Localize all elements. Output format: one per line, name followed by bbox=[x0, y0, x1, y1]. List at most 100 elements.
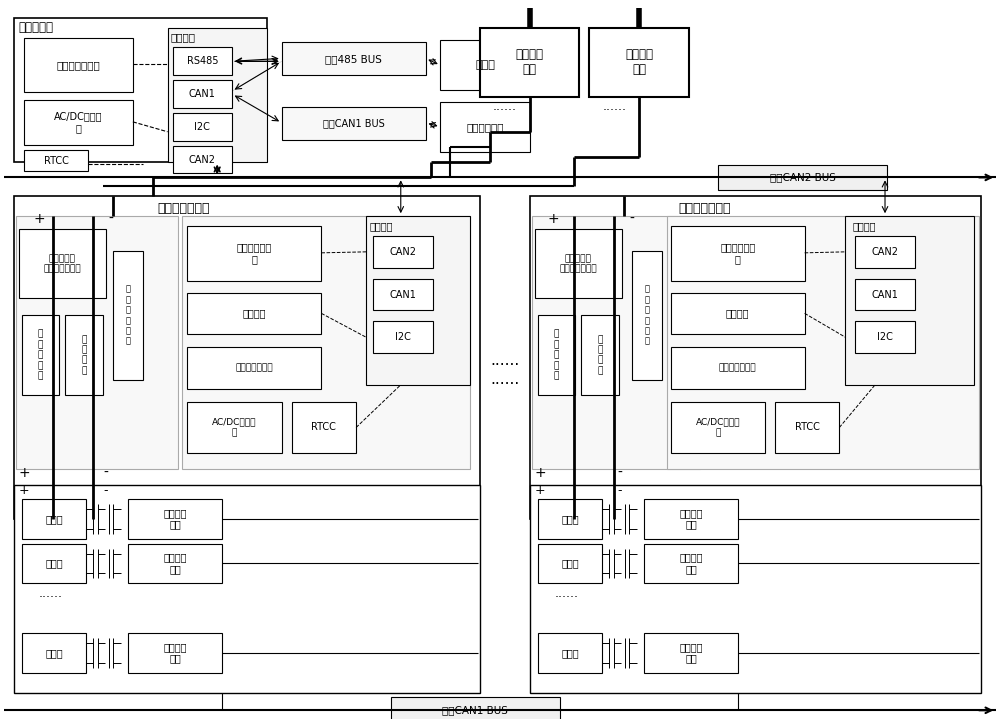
Bar bbox=[644, 633, 738, 673]
Bar bbox=[14, 17, 267, 162]
Text: RTCC: RTCC bbox=[311, 422, 336, 432]
Text: 通讯模块: 通讯模块 bbox=[171, 32, 196, 43]
Text: 预
充
继
电
器: 预 充 继 电 器 bbox=[38, 330, 43, 380]
Bar bbox=[187, 401, 282, 453]
Text: 预
充
继
电
器: 预 充 继 电 器 bbox=[554, 330, 559, 380]
Text: 绝缘模块: 绝缘模块 bbox=[726, 308, 749, 318]
Bar bbox=[775, 401, 839, 453]
Text: CAN2: CAN2 bbox=[872, 247, 899, 257]
Text: 电池箱: 电池箱 bbox=[45, 558, 63, 568]
Text: AC/DC供电模
块: AC/DC供电模 块 bbox=[696, 418, 740, 438]
Text: 本地监控
单元: 本地监控 单元 bbox=[679, 508, 703, 529]
Bar bbox=[292, 401, 356, 453]
Text: RTCC: RTCC bbox=[795, 422, 820, 432]
Text: 三级控制单片机: 三级控制单片机 bbox=[56, 60, 100, 70]
Bar bbox=[671, 401, 765, 453]
Bar bbox=[667, 216, 979, 469]
Bar bbox=[182, 216, 470, 469]
Text: 高压正极
输出: 高压正极 输出 bbox=[516, 48, 544, 77]
Bar bbox=[671, 226, 805, 281]
Text: RTCC: RTCC bbox=[44, 155, 68, 165]
Bar bbox=[373, 236, 433, 268]
Bar bbox=[65, 316, 103, 395]
Text: CAN2: CAN2 bbox=[389, 247, 416, 257]
Bar bbox=[128, 544, 222, 583]
Bar bbox=[168, 27, 267, 162]
Text: I2C: I2C bbox=[194, 122, 210, 132]
Bar bbox=[22, 499, 86, 539]
Text: AC/DC供电模
块: AC/DC供电模 块 bbox=[54, 112, 103, 133]
Text: 继电器驱动模块: 继电器驱动模块 bbox=[719, 363, 756, 373]
Text: ......: ...... bbox=[490, 352, 519, 367]
Bar bbox=[855, 279, 915, 310]
Text: 内网CAN1 BUS: 内网CAN1 BUS bbox=[442, 705, 508, 716]
Text: 内网CAN2 BUS: 内网CAN2 BUS bbox=[770, 173, 836, 183]
Text: 电池箱: 电池箱 bbox=[561, 648, 579, 658]
Bar bbox=[391, 697, 560, 722]
Bar bbox=[855, 321, 915, 353]
Bar bbox=[373, 279, 433, 310]
Text: ......: ...... bbox=[490, 373, 519, 388]
Text: 外网485 BUS: 外网485 BUS bbox=[325, 54, 382, 64]
Bar bbox=[671, 347, 805, 388]
Text: +: + bbox=[19, 484, 29, 497]
Text: I2C: I2C bbox=[877, 332, 893, 342]
Bar bbox=[113, 251, 143, 380]
Text: -: - bbox=[629, 212, 634, 226]
Text: 单簇控制单片
机: 单簇控制单片 机 bbox=[720, 243, 755, 264]
Bar bbox=[718, 165, 887, 191]
Text: CAN2: CAN2 bbox=[189, 155, 216, 165]
Text: ......: ...... bbox=[493, 100, 517, 113]
Text: ......: ...... bbox=[39, 587, 63, 600]
Text: 安
全
供
电
模
块: 安 全 供 电 模 块 bbox=[644, 285, 649, 346]
Bar bbox=[644, 544, 738, 583]
Text: 主
继
电
器: 主 继 电 器 bbox=[82, 335, 87, 375]
Bar bbox=[581, 316, 619, 395]
Text: 电池箱: 电池箱 bbox=[561, 514, 579, 523]
Text: 能量管理系统: 能量管理系统 bbox=[466, 122, 504, 132]
Text: 塑壳断路器
（带分励功能）: 塑壳断路器 （带分励功能） bbox=[560, 254, 597, 274]
Text: 二级单簇控制器: 二级单簇控制器 bbox=[679, 201, 731, 214]
Bar bbox=[845, 216, 974, 385]
Bar bbox=[282, 107, 426, 140]
Text: -: - bbox=[103, 466, 108, 480]
Text: I2C: I2C bbox=[395, 332, 411, 342]
Bar bbox=[530, 485, 981, 693]
Text: 逆变器: 逆变器 bbox=[475, 61, 495, 70]
Text: 本地监控
单元: 本地监控 单元 bbox=[679, 552, 703, 574]
Bar bbox=[173, 48, 232, 75]
Bar bbox=[373, 321, 433, 353]
Bar bbox=[16, 216, 178, 469]
Text: -: - bbox=[617, 466, 622, 480]
Text: 电池箱: 电池箱 bbox=[45, 514, 63, 523]
Text: CAN1: CAN1 bbox=[872, 290, 898, 300]
Bar bbox=[173, 146, 232, 173]
Bar bbox=[530, 196, 981, 519]
Text: 三级控制器: 三级控制器 bbox=[19, 21, 54, 34]
Bar bbox=[187, 292, 321, 334]
Text: 安
全
供
电
模
块: 安 全 供 电 模 块 bbox=[125, 285, 130, 346]
Bar bbox=[440, 40, 530, 90]
Bar bbox=[855, 236, 915, 268]
Bar bbox=[173, 113, 232, 141]
Text: 电池箱: 电池箱 bbox=[561, 558, 579, 568]
Text: 主
继
电
器: 主 继 电 器 bbox=[598, 335, 603, 375]
Bar bbox=[128, 499, 222, 539]
Text: +: + bbox=[34, 212, 45, 226]
Text: CAN1: CAN1 bbox=[389, 290, 416, 300]
Text: CAN1: CAN1 bbox=[189, 89, 216, 99]
Bar bbox=[173, 80, 232, 108]
Text: 电池箱: 电池箱 bbox=[45, 648, 63, 658]
Bar bbox=[538, 499, 602, 539]
Text: 继电器驱动模块: 继电器驱动模块 bbox=[236, 363, 273, 373]
Bar bbox=[128, 633, 222, 673]
Text: -: - bbox=[108, 212, 113, 226]
Bar bbox=[532, 216, 700, 469]
Text: 二级单簇控制器: 二级单簇控制器 bbox=[158, 201, 210, 214]
Bar bbox=[538, 544, 602, 583]
Text: 本地监控
单元: 本地监控 单元 bbox=[163, 642, 187, 664]
Text: AC/DC供电模
块: AC/DC供电模 块 bbox=[212, 418, 257, 438]
Bar bbox=[535, 229, 622, 298]
Bar bbox=[22, 544, 86, 583]
Text: ......: ...... bbox=[555, 587, 579, 600]
